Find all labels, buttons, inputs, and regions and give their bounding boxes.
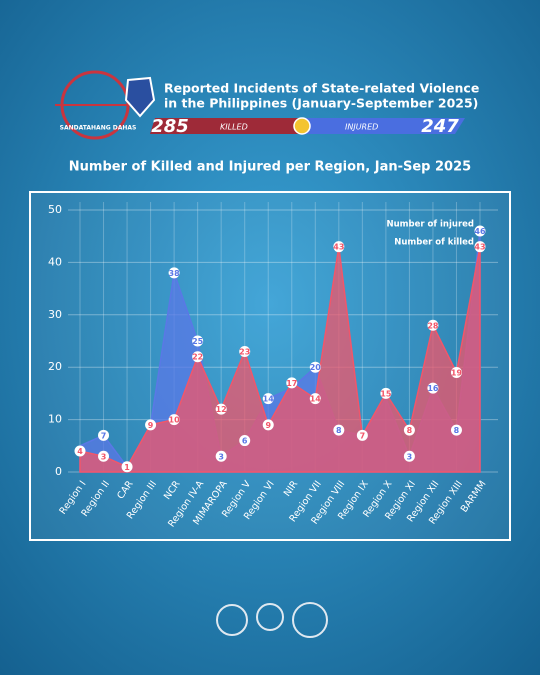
y-tick-label: 0 [55,465,62,478]
data-label: 17 [286,379,297,388]
point [427,319,439,331]
header-title: Reported Incidents of State-related Viol… [164,81,479,96]
point [239,345,251,357]
data-label: 1 [124,463,130,472]
data-label: 43 [474,243,485,252]
point [333,424,345,436]
point [262,393,274,405]
y-tick-label: 20 [48,360,62,373]
point [168,267,180,279]
data-label: 6 [242,437,248,446]
y-tick-label: 50 [48,203,62,216]
point [215,403,227,415]
data-label: 7 [360,431,366,440]
point [192,351,204,363]
point [98,450,110,462]
point [168,414,180,426]
data-label: 20 [310,363,322,372]
point [286,377,298,389]
data-label: 46 [474,227,486,236]
data-label: 28 [427,321,439,330]
data-label: 7 [101,431,107,440]
header-title: in the Philippines (January-September 20… [164,96,478,111]
data-label: 16 [427,384,439,393]
injured-bar [305,118,465,134]
data-label: 38 [169,269,181,278]
data-label: 43 [333,243,344,252]
y-tick-label: 10 [48,413,62,426]
legend-entry: Number of killed [394,238,474,248]
point [239,435,251,447]
point [98,429,110,441]
data-label: 14 [310,395,322,404]
data-label: 8 [454,426,460,435]
data-label: 10 [169,416,181,425]
point [450,366,462,378]
legend-entry: Number of injured [387,220,475,230]
point [74,445,86,457]
logo: SANDATAHANG DAHAS [55,70,156,140]
point [192,335,204,347]
data-label: 12 [216,405,227,414]
data-label: 9 [148,421,154,430]
data-label: 3 [407,452,413,461]
data-label: 4 [77,447,83,456]
point [215,450,227,462]
point [309,361,321,373]
data-label: 9 [265,421,271,430]
logo-text: SANDATAHANG DAHAS [60,125,137,132]
data-label: 22 [192,353,203,362]
y-tick-label: 40 [48,255,62,268]
data-label: 3 [101,452,107,461]
footer-logos [216,602,328,638]
point [380,387,392,399]
chart-title: Number of Killed and Injured per Region,… [69,160,471,175]
data-label: 8 [336,426,342,435]
data-label: 19 [451,368,463,377]
point [333,241,345,253]
point [474,241,486,253]
point [427,382,439,394]
point [121,461,133,473]
point [403,424,415,436]
point [145,419,157,431]
point [262,419,274,431]
point [474,225,486,237]
point [356,429,368,441]
point [309,393,321,405]
data-label: 25 [192,337,204,346]
data-label: 15 [380,389,392,398]
data-label: 3 [218,452,224,461]
y-tick-label: 30 [48,308,62,321]
killed-label: KILLED [220,123,248,132]
flag-icon [293,117,311,135]
killed-bar [150,118,300,134]
injured-total: 247 [421,116,459,137]
data-label: 14 [263,395,275,404]
data-label: 8 [407,426,413,435]
point [450,424,462,436]
injured-label: INJURED [345,123,378,132]
killed-total: 285 [151,116,189,137]
point [403,450,415,462]
data-label: 23 [239,347,250,356]
